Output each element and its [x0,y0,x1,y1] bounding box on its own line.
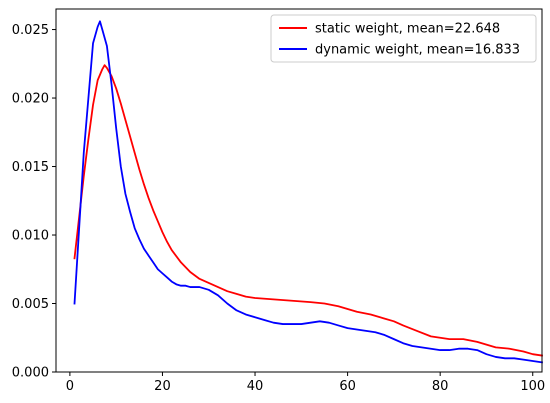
x-tick-label: 60 [339,379,356,394]
series-line-dynamic-weight [73,20,544,364]
series-line-static-weight [73,64,544,357]
y-tick-label: 0.025 [12,23,49,38]
x-tick-label: 20 [154,379,171,394]
x-tick-label: 80 [432,379,449,394]
legend: static weight, mean=22.648 dynamic weight… [270,14,537,63]
legend-box [270,14,537,63]
x-tick-label: 100 [520,379,545,394]
y-tick-label: 0.010 [12,229,49,244]
x-tick-label: 40 [247,379,264,394]
legend-label: dynamic weight, mean=16.833 [315,43,520,58]
y-tick-label: 0.000 [12,366,49,381]
y-tick-label: 0.020 [12,92,49,107]
ticks-layer: 0 20 40 60 80 100 0.000 0.005 0.010 0.015 0.020 0.0… [12,23,545,394]
y-tick-label: 0.005 [12,297,49,312]
series-layer [73,20,544,364]
plot-frame [55,8,543,373]
y-tick-label: 0.015 [12,160,49,175]
x-tick-label: 0 [66,379,74,394]
legend-label: static weight, mean=22.648 [315,22,500,37]
